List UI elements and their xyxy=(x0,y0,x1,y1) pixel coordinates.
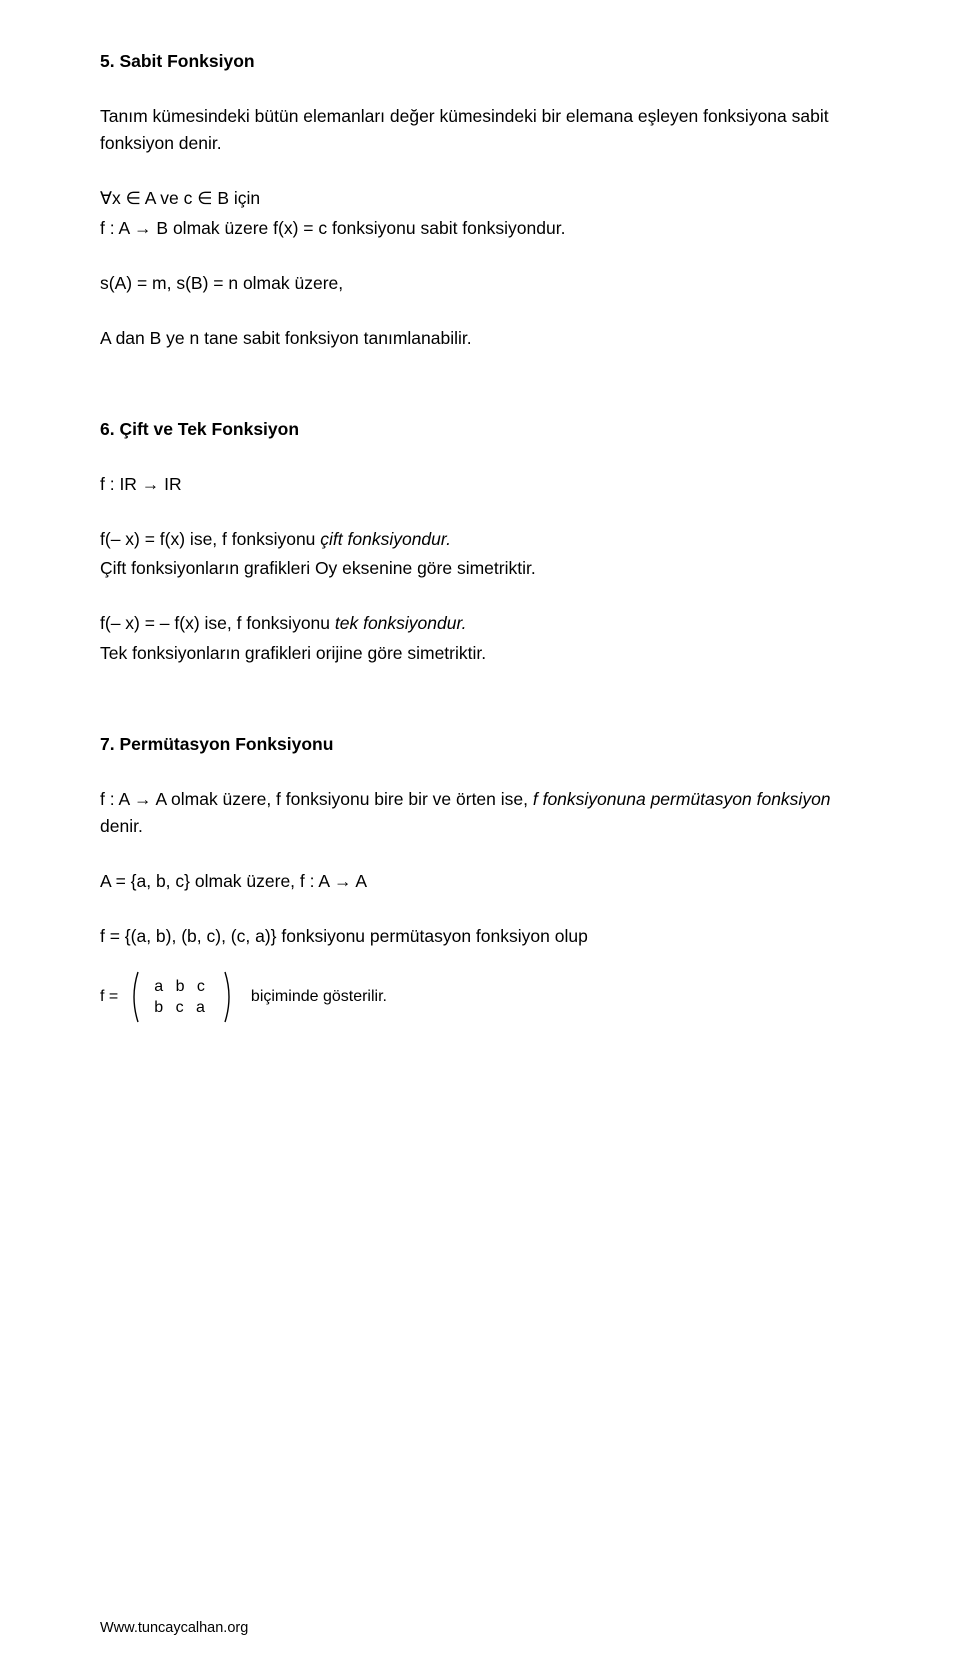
section-6-even-def: f(– x) = f(x) ise, f fonksiyonu çift fon… xyxy=(100,526,860,553)
section-5-forall-line: ∀x ∈ A ve c ∈ B için xyxy=(100,185,860,212)
section-6-even-symmetry: Çift fonksiyonların grafikleri Oy ekseni… xyxy=(100,555,860,582)
right-paren-icon xyxy=(223,970,235,1024)
matrix-row-2: b c a xyxy=(154,997,209,1019)
matrix-lhs: f = xyxy=(100,985,118,1010)
section-7-title: 7. Permütasyon Fonksiyonu xyxy=(100,731,860,758)
section-5-count: A dan B ye n tane sabit fonksiyon tanıml… xyxy=(100,325,860,352)
section-5-cardinality: s(A) = m, s(B) = n olmak üzere, xyxy=(100,270,860,297)
section-6-domain: f : IR → IR xyxy=(100,471,860,498)
section-6-odd-symmetry: Tek fonksiyonların grafikleri orijine gö… xyxy=(100,640,860,667)
odd-def-text: f(– x) = – f(x) ise, f fonksiyonu xyxy=(100,613,335,633)
odd-def-italic: tek fonksiyondur. xyxy=(335,613,467,633)
section-7-mapping-line: f = {(a, b), (b, c), (c, a)} fonksiyonu … xyxy=(100,923,860,950)
section-5-definition: Tanım kümesindeki bütün elemanları değer… xyxy=(100,103,860,157)
section-7-set-line: A = {a, b, c} olmak üzere, f : A → A xyxy=(100,868,860,895)
section-5-title: 5. Sabit Fonksiyon xyxy=(100,48,860,75)
matrix-body: a b c b c a xyxy=(148,976,215,1019)
page-footer: Www.tuncaycalhan.org xyxy=(100,1617,248,1639)
section-6-title: 6. Çift ve Tek Fonksiyon xyxy=(100,416,860,443)
perm-def-suffix: denir. xyxy=(100,816,143,836)
perm-def-prefix: f : A → A olmak üzere, f fonksiyonu bire… xyxy=(100,789,533,809)
section-6-odd-def: f(– x) = – f(x) ise, f fonksiyonu tek fo… xyxy=(100,610,860,637)
left-paren-icon xyxy=(128,970,140,1024)
permutation-matrix: f = a b c b c a biçiminde gösterilir. xyxy=(100,970,860,1024)
section-5-function-line: f : A → B olmak üzere f(x) = c fonksiyon… xyxy=(100,215,860,242)
matrix-row-1: a b c xyxy=(154,976,209,998)
even-def-text: f(– x) = f(x) ise, f fonksiyonu xyxy=(100,529,320,549)
even-def-italic: çift fonksiyondur. xyxy=(320,529,451,549)
perm-def-italic: f fonksiyonuna permütasyon fonksiyon xyxy=(533,789,831,809)
matrix-tail-text: biçiminde gösterilir. xyxy=(251,985,387,1010)
section-7-definition: f : A → A olmak üzere, f fonksiyonu bire… xyxy=(100,786,860,840)
document-page: 5. Sabit Fonksiyon Tanım kümesindeki büt… xyxy=(0,0,960,1667)
